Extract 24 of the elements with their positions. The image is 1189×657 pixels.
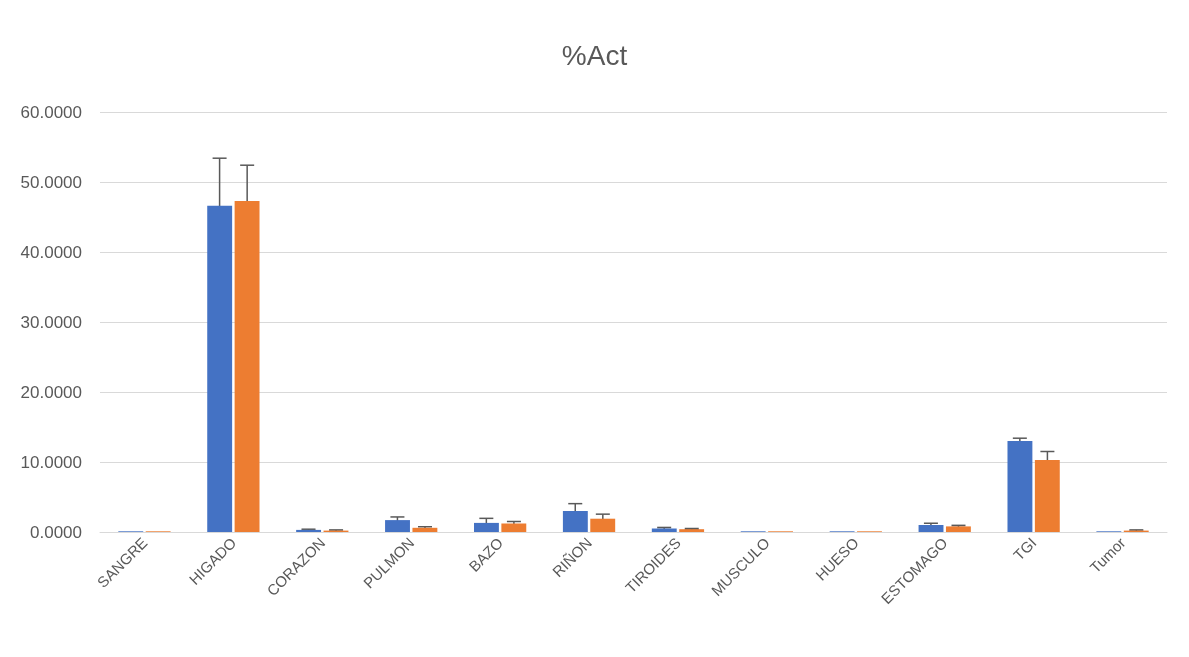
- y-tick-label: 30.0000: [20, 312, 82, 332]
- bar: [562, 511, 588, 532]
- x-tick-label: TGI: [1009, 533, 1040, 564]
- bar: [590, 518, 616, 532]
- bar: [501, 523, 527, 532]
- bar: [679, 529, 705, 532]
- y-tick-label: 40.0000: [20, 242, 82, 262]
- bar: [385, 520, 410, 532]
- y-tick-label: 50.0000: [20, 172, 82, 192]
- bar: [1034, 459, 1060, 532]
- bar: [234, 200, 260, 532]
- bar: [412, 527, 438, 532]
- bar: [1007, 441, 1033, 532]
- y-tick-label: 20.0000: [20, 382, 82, 402]
- chart-title: %Act: [561, 39, 628, 71]
- bar: [651, 528, 677, 532]
- y-tick-label: 10.0000: [20, 452, 82, 472]
- bar: [207, 205, 233, 532]
- bar: [918, 525, 944, 532]
- y-tick-label: 0.0000: [30, 522, 82, 542]
- bar: [296, 529, 322, 532]
- bar: [473, 522, 499, 532]
- bar: [945, 526, 971, 532]
- y-tick-label: 60.0000: [20, 102, 82, 122]
